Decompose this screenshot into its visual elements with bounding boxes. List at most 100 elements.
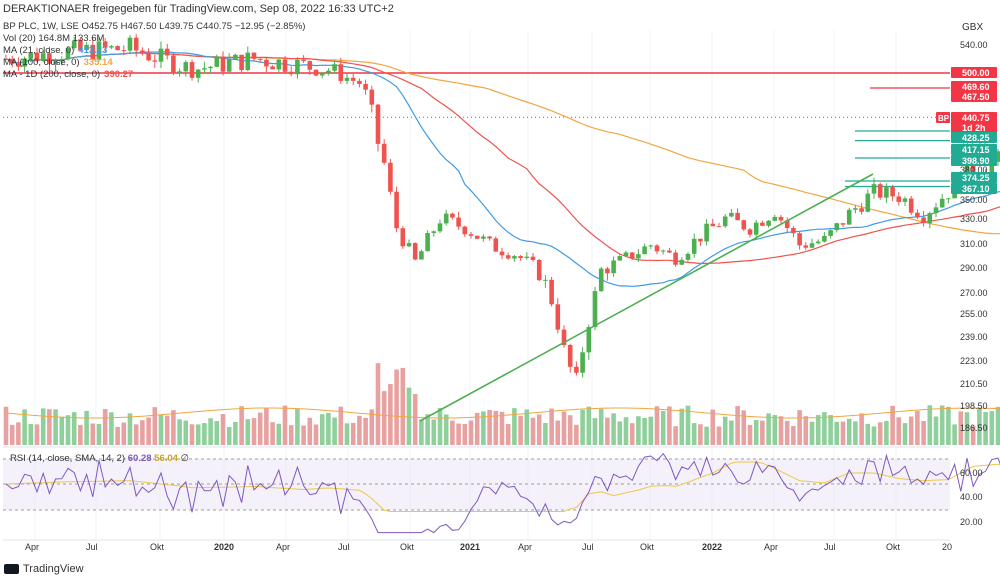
price-label-badge xyxy=(951,122,997,133)
candle-body xyxy=(288,71,294,75)
candle-body xyxy=(462,226,468,235)
price-label-text: 417.15 xyxy=(962,145,990,155)
y-tick-label: 239.00 xyxy=(960,332,988,342)
candle-body xyxy=(530,256,536,260)
x-tick-label: 2021 xyxy=(460,542,480,552)
volume-bar xyxy=(344,423,350,445)
candle-body xyxy=(375,104,381,144)
candle-body xyxy=(778,216,784,221)
price-label-badge xyxy=(951,183,997,194)
rsi-tick-label: 40.00 xyxy=(960,492,983,502)
volume-bar xyxy=(394,369,399,445)
rsi-legend[interactable]: RSI (14, close, SMA, 14, 2) 60.28 56.04 … xyxy=(10,453,189,464)
candle-body xyxy=(840,223,846,225)
candle-body xyxy=(96,41,102,60)
volume-bar xyxy=(753,420,759,445)
candle-body xyxy=(623,252,629,257)
candle-body xyxy=(716,226,722,228)
candle-body xyxy=(536,259,542,281)
volume-layer xyxy=(3,363,1000,445)
candle-body xyxy=(741,220,747,230)
vol-row[interactable]: Vol (20) 164.8M 133.6M xyxy=(3,33,305,45)
price-label-badge xyxy=(951,81,997,92)
vol-value: 164.8M 133.6M xyxy=(38,33,105,44)
volume-bar xyxy=(611,413,616,445)
rsi-eye-icon[interactable]: ∅ xyxy=(180,453,189,464)
candle-body xyxy=(896,196,902,202)
candle-body xyxy=(332,64,337,71)
volume-bar xyxy=(524,409,530,445)
volume-bar xyxy=(859,413,864,445)
currency-label: GBX xyxy=(962,22,984,33)
ma200-row[interactable]: MA - 1D (200, close, 0) 390.27 xyxy=(3,69,305,81)
candle-body xyxy=(747,229,753,235)
volume-bar xyxy=(71,412,77,445)
symbol-label[interactable]: BP PLC, 1W, LSE xyxy=(3,21,79,32)
volume-bar xyxy=(549,408,554,445)
volume-bar xyxy=(431,419,437,445)
x-tick-label: 20 xyxy=(942,542,952,552)
x-tick-label: Okt xyxy=(150,542,165,552)
tradingview-brand[interactable]: TradingView xyxy=(4,563,84,575)
volume-bar xyxy=(450,420,455,445)
rsi-sma-line xyxy=(5,461,1000,512)
volume-bar xyxy=(357,415,362,445)
candle-body xyxy=(307,61,313,70)
volume-bar xyxy=(16,422,21,445)
volume-bar xyxy=(419,419,424,445)
candle-body xyxy=(158,48,164,62)
candle-body xyxy=(791,228,796,234)
volume-bar xyxy=(853,421,858,445)
y-tick-label: 540.00 xyxy=(960,40,988,50)
volume-bar xyxy=(338,406,344,445)
candle-body xyxy=(146,53,151,61)
volume-bar xyxy=(115,426,120,445)
volume-bar xyxy=(667,406,672,445)
y-tick-label: 330.00 xyxy=(960,214,988,224)
volume-bar xyxy=(505,424,511,445)
candle-body xyxy=(47,53,52,64)
volume-bar xyxy=(530,417,536,445)
candle-body xyxy=(257,58,263,60)
volume-bar xyxy=(307,417,313,445)
candle-body xyxy=(772,216,778,221)
volume-bar xyxy=(443,414,449,445)
volume-bar xyxy=(592,418,598,445)
candle-body xyxy=(499,251,505,256)
vol-label: Vol (20) xyxy=(3,33,36,44)
candle-body xyxy=(871,184,877,194)
ma100-value: 335.14 xyxy=(83,57,113,68)
ma21-row[interactable]: MA (21, close, 0) 413.23 xyxy=(3,45,305,57)
candle-body xyxy=(518,256,523,259)
support-trendline xyxy=(419,173,874,422)
volume-bar xyxy=(53,409,58,445)
x-tick-label: Apr xyxy=(25,542,39,552)
symbol-badge xyxy=(936,112,950,123)
ma100-row[interactable]: MA (100, close, 0) 335.14 xyxy=(3,57,305,69)
volume-bar xyxy=(133,424,139,445)
candle-body xyxy=(90,44,96,60)
ohlc-values: O452.75 H467.50 L439.75 C440.75 −12.95 (… xyxy=(81,21,306,32)
price-label-badge xyxy=(951,155,997,166)
candle-body xyxy=(555,304,561,330)
volume-bar xyxy=(791,425,796,445)
volume-bar xyxy=(487,410,492,445)
volume-bar xyxy=(462,423,468,445)
volume-bar xyxy=(220,413,226,445)
volume-bar xyxy=(171,410,176,445)
volume-bar xyxy=(239,406,244,445)
candle-body xyxy=(245,52,251,71)
candle-body xyxy=(549,279,554,305)
candle-body xyxy=(450,213,455,218)
volume-bar xyxy=(654,406,660,445)
candle-body xyxy=(127,37,133,51)
volume-bar xyxy=(251,418,257,445)
price-label-text: 428.25 xyxy=(962,133,990,143)
volume-bar xyxy=(623,417,629,445)
rsi-tick-label: 20.00 xyxy=(960,517,983,527)
volume-bar xyxy=(921,420,926,445)
ma21-label: MA (21, close, 0) xyxy=(3,45,75,56)
volume-bar xyxy=(22,409,27,445)
volume-bar xyxy=(964,412,970,445)
candle-body xyxy=(598,268,604,292)
